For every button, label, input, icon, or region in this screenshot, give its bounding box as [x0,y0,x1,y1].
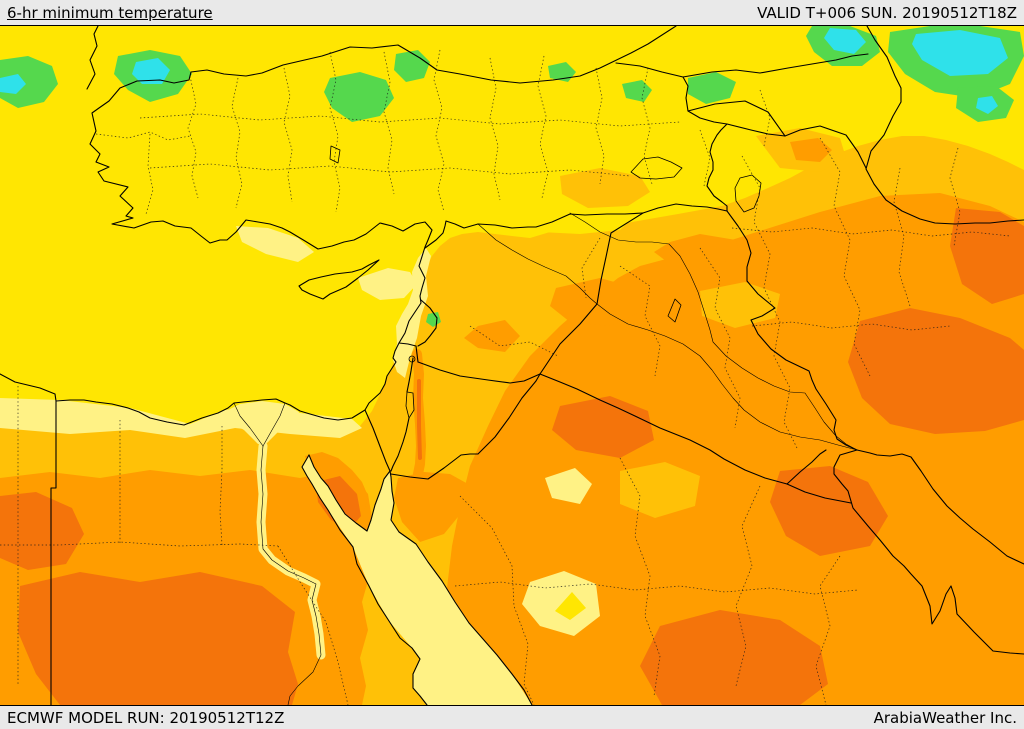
weather-map [0,26,1024,705]
valid-time-label: VALID T+006 SUN. 20190512T18Z [757,3,1017,22]
brand-label: ArabiaWeather Inc. [873,708,1017,727]
map-title: 6-hr minimum temperature [7,3,213,22]
lakes [329,145,762,419]
rivers [233,212,858,705]
country-borders [50,26,869,705]
model-run-label: ECMWF MODEL RUN: 20190512T12Z [7,708,285,727]
header-bar: 6-hr minimum temperature VALID T+006 SUN… [0,0,1024,26]
temperature-map-svg [0,26,1024,705]
temperature-field [0,26,1024,705]
footer-bar: ECMWF MODEL RUN: 20190512T12Z ArabiaWeat… [0,705,1024,729]
coastlines [0,26,1024,705]
admin-boundaries [0,49,1011,705]
